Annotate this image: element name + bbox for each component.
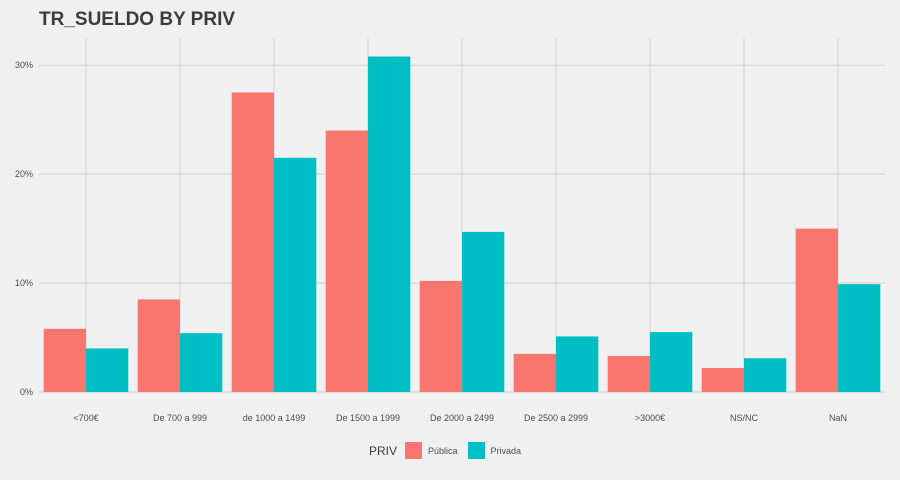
bar: [274, 157, 317, 392]
bar: [556, 336, 599, 392]
bar: [137, 299, 180, 392]
bar: [701, 368, 744, 392]
legend-item-publica: Pública: [404, 442, 458, 459]
y-tick-label: 0%: [20, 387, 33, 397]
bar: [744, 358, 787, 392]
legend-swatch-publica: [404, 442, 422, 459]
legend-title: PRIV: [368, 443, 397, 458]
bar: [607, 356, 650, 392]
bar: [795, 228, 838, 392]
bar-chart: 0% 10% 20% 30% <700€ De 700 a 999 de 1000 a 14…: [15, 38, 885, 423]
x-tick-label: De 1500 a 1999: [336, 413, 400, 423]
bar: [513, 353, 556, 392]
bar: [86, 348, 129, 392]
bar: [231, 92, 274, 392]
bar: [325, 130, 368, 393]
x-tick-label: De 2500 a 2999: [524, 413, 588, 423]
x-tick-label: de 1000 a 1499: [243, 413, 306, 423]
y-tick-label: 30%: [15, 60, 33, 70]
x-tick-label: NS/NC: [730, 413, 759, 423]
bar: [43, 328, 86, 392]
bar: [180, 333, 223, 392]
bar: [650, 332, 693, 392]
y-tick-label: 10%: [15, 278, 33, 288]
bar: [419, 280, 462, 392]
bar: [462, 231, 505, 392]
x-tick-label: >3000€: [635, 413, 665, 423]
x-tick-label: De 700 a 999: [153, 413, 207, 423]
legend-item-privada: Privada: [467, 442, 522, 459]
x-tick-label: NaN: [829, 413, 847, 423]
legend: PRIV Pública Privada: [0, 442, 900, 459]
bar: [368, 56, 411, 393]
x-tick-label: De 2000 a 2499: [430, 413, 494, 423]
legend-label-publica: Pública: [427, 445, 458, 456]
legend-swatch-privada: [467, 442, 485, 459]
x-tick-label: <700€: [73, 413, 98, 423]
y-tick-label: 20%: [15, 169, 33, 179]
bar: [838, 284, 881, 392]
chart-title: TR_SUELDO BY PRIV: [39, 9, 236, 30]
legend-label-privada: Privada: [490, 445, 522, 456]
